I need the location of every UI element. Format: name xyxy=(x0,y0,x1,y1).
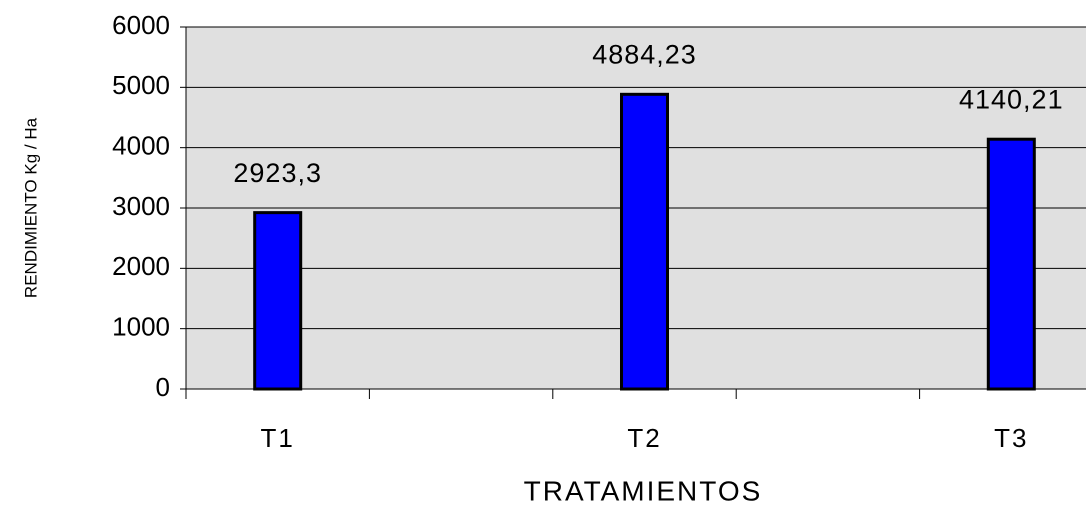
value-label: 4140,21 xyxy=(959,84,1064,114)
x-tick-label: T2 xyxy=(627,423,661,453)
bar xyxy=(986,137,1036,391)
x-tick-label: T1 xyxy=(261,423,295,453)
value-label: 4884,23 xyxy=(592,39,697,69)
y-tick-label: 4000 xyxy=(112,131,170,161)
y-tick-label: 5000 xyxy=(112,70,170,100)
bar xyxy=(620,92,669,391)
x-axis-title: TRATAMIENTOS xyxy=(524,475,763,506)
value-label: 2923,3 xyxy=(233,158,322,188)
bar xyxy=(253,211,303,391)
y-tick-label: 6000 xyxy=(112,10,170,40)
x-tick-label: T3 xyxy=(994,423,1028,453)
y-tick-label: 0 xyxy=(156,372,170,402)
y-axis-title: RENDIMIENTO Kg / Ha xyxy=(21,117,40,298)
y-tick-label: 1000 xyxy=(112,312,170,342)
y-tick-label: 3000 xyxy=(112,191,170,221)
y-tick-label: 2000 xyxy=(112,251,170,281)
